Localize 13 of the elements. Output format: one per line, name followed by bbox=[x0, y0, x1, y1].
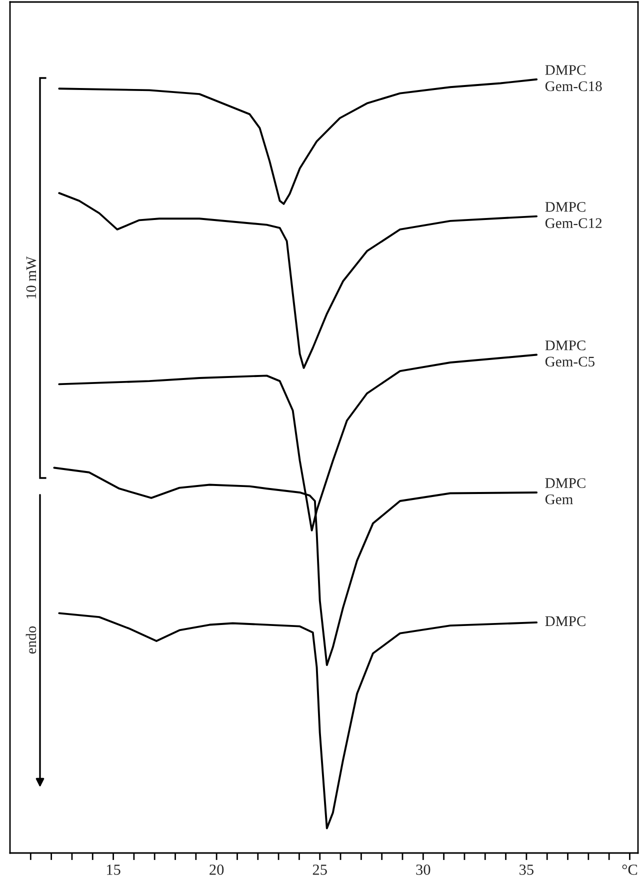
series-label: DMPC Gem-C18 bbox=[545, 65, 602, 92]
series-label: DMPC Gem-C12 bbox=[545, 202, 602, 228]
series-label: DMPC bbox=[545, 616, 586, 626]
x-tick-label: 30 bbox=[416, 864, 430, 875]
series-label: DMPC Gem bbox=[545, 478, 586, 504]
x-tick-label: 35 bbox=[520, 864, 534, 875]
annotation: 10 mW bbox=[26, 256, 36, 298]
x-tick-label: 20 bbox=[210, 864, 224, 875]
x-tick-label: °C bbox=[622, 864, 638, 875]
x-tick-label: 25 bbox=[312, 864, 327, 875]
x-tick-label: 15 bbox=[106, 864, 120, 875]
annotation: endo bbox=[26, 626, 36, 654]
series-label: DMPC Gem-C5 bbox=[545, 340, 594, 367]
